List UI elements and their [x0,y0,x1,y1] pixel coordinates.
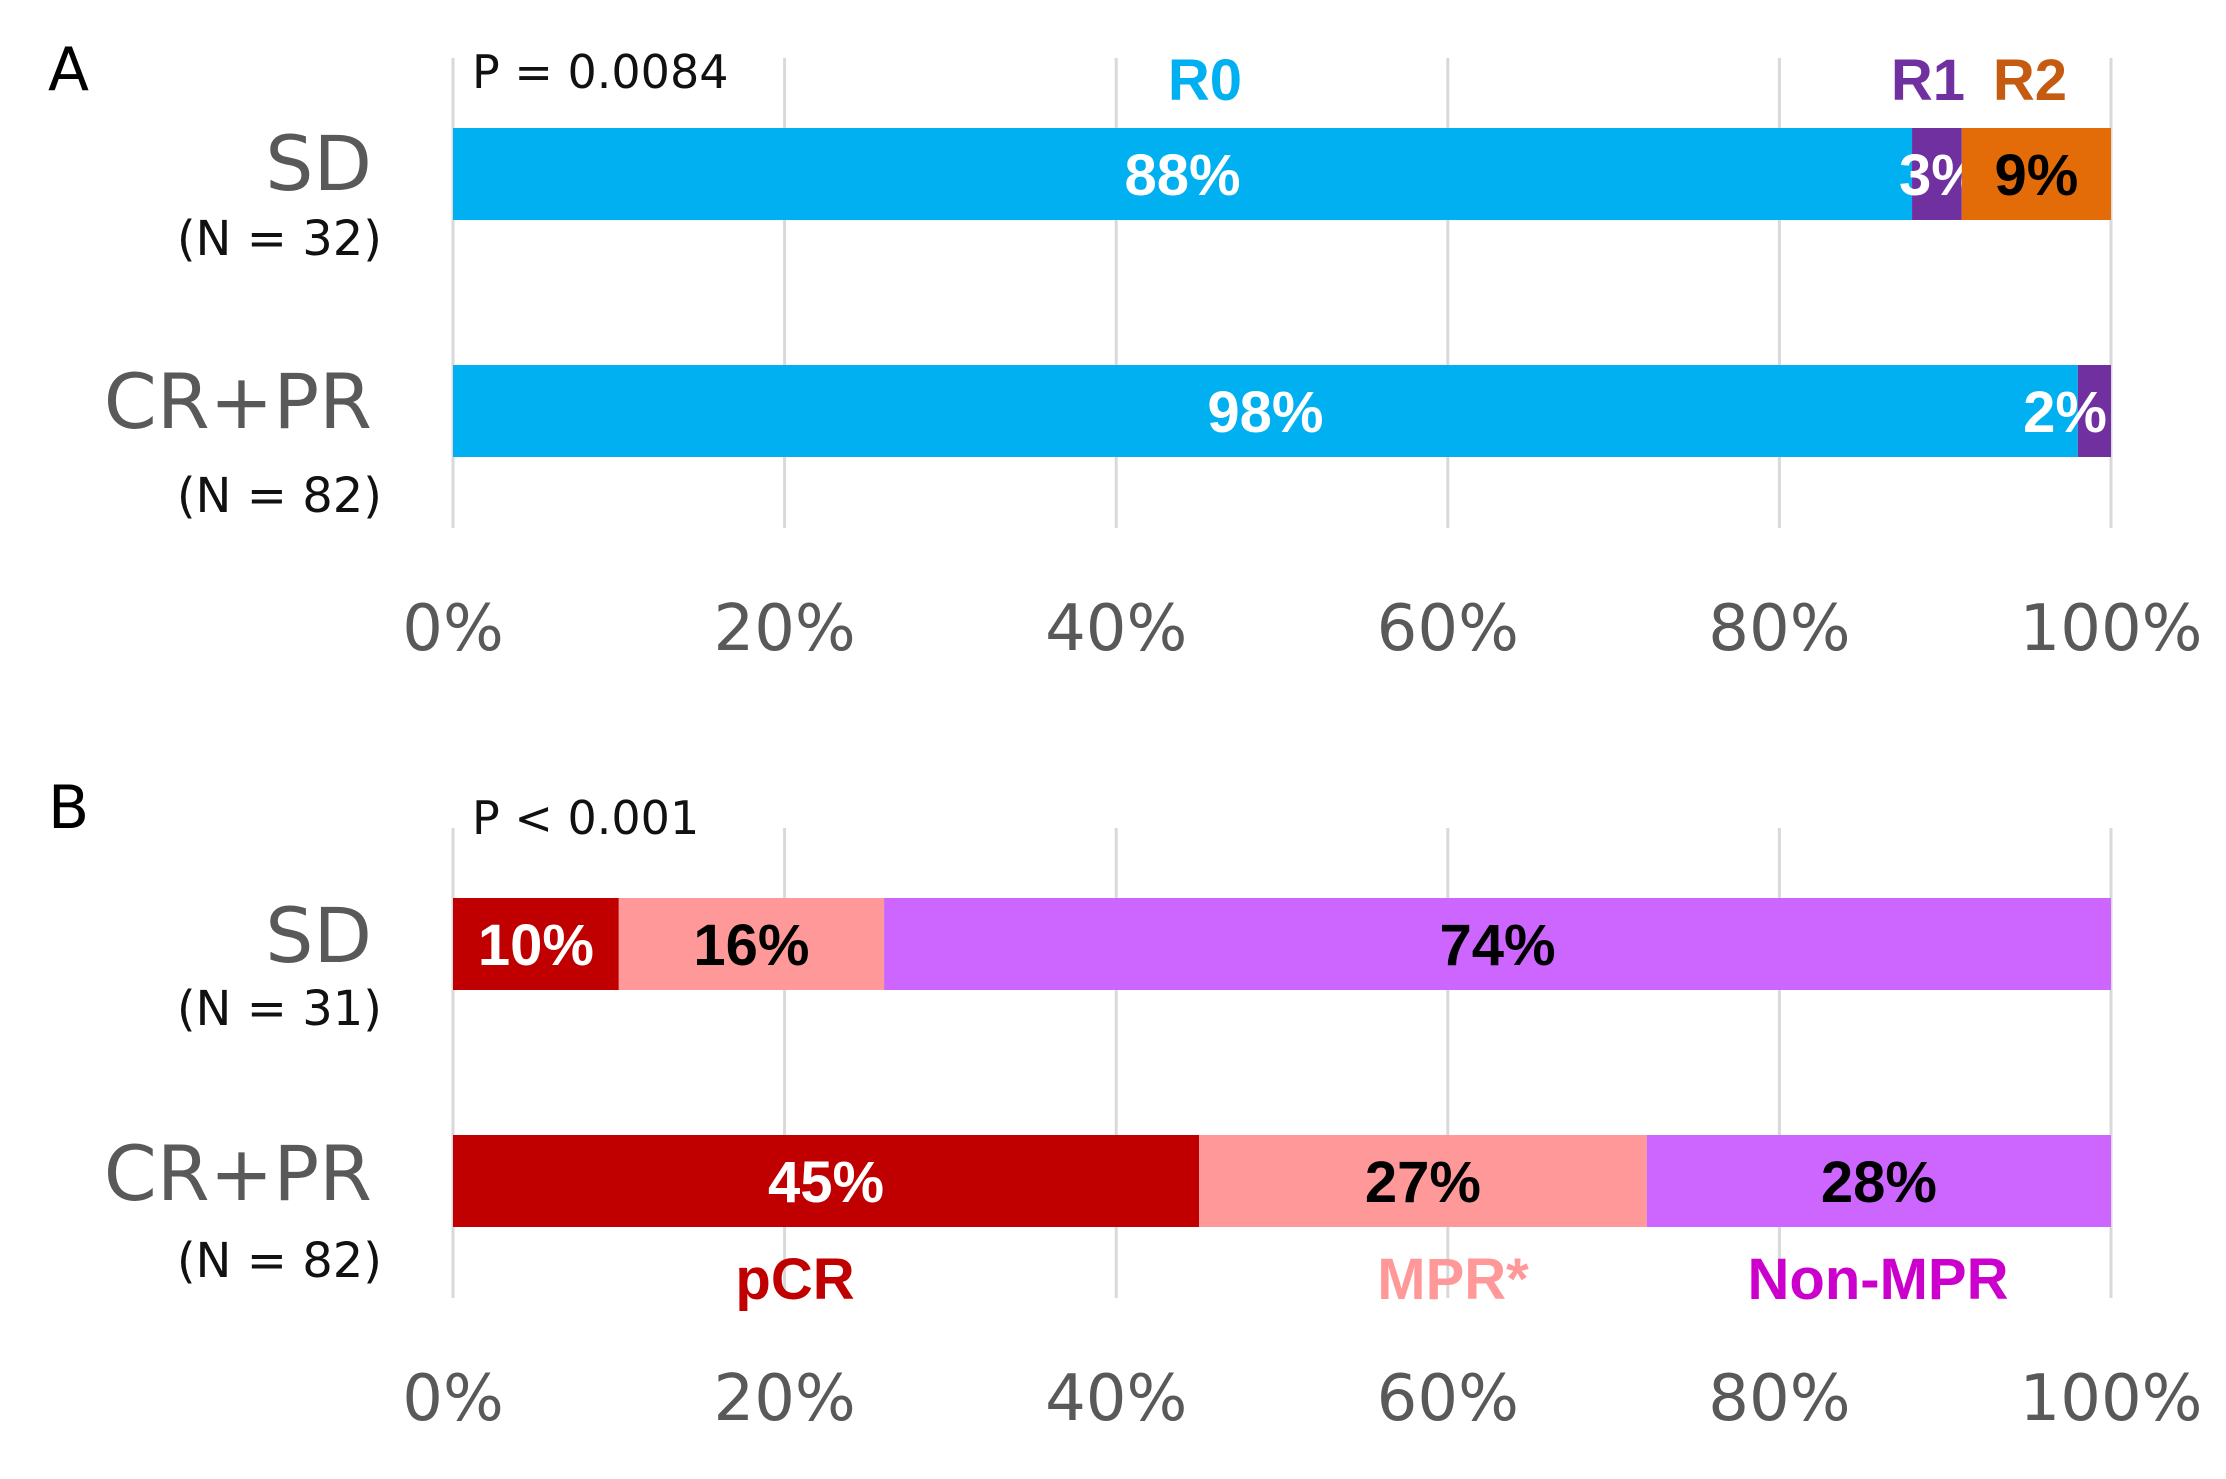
p-value-annotation: P < 0.001 [472,791,699,845]
panel-letter: A [48,35,89,105]
x-tick-label: 20% [713,592,855,666]
series-name-label: MPR* [1377,1247,1529,1312]
category-n-label: (N = 82) [177,468,382,524]
x-tick-label: 80% [1708,592,1850,666]
x-tick-label: 0% [402,1362,504,1436]
x-tick-label: 0% [402,592,504,666]
bar-segment [884,898,2111,990]
data-label: 10% [478,913,594,978]
category-label: CR+PR [104,357,372,446]
bar-segment [618,898,885,990]
bar-segment [453,1135,1200,1227]
category-label: CR+PR [104,1129,372,1218]
data-label: 88% [1124,143,1240,208]
panel-b: B P < 0.001 SD(N = 31) CR+PR (N = 82) 10% 16% 7… [48,773,2202,1436]
category-n-label: (N = 32) [177,211,382,267]
x-tick-label: 100% [2020,592,2203,666]
panel-letter: B [48,773,89,843]
data-label: 9% [1994,143,2078,208]
bar-segment [1199,1135,1647,1227]
x-tick-label: 40% [1045,1362,1187,1436]
x-tick-label: 40% [1045,592,1187,666]
series-name-label: R0 [1168,48,1242,113]
bar-segment [453,128,1913,220]
bar-segment [2077,365,2111,457]
x-tick-label: 60% [1377,1362,1519,1436]
data-label: 2% [2023,380,2107,445]
data-label: 45% [768,1150,884,1215]
x-tick-label: 60% [1377,592,1519,666]
x-tick-label: 80% [1708,1362,1850,1436]
category-label: SD [265,119,372,208]
data-label: 28% [1821,1150,1937,1215]
category-label: SD [265,891,372,980]
category-n-label: (N = 31) [177,981,382,1037]
series-name-label: R2 [1993,48,2067,113]
category-n-label: (N = 82) [177,1233,382,1289]
x-tick-label: 20% [713,1362,855,1436]
series-name-label: Non-MPR [1748,1247,2009,1312]
series-name-label: R1 [1891,48,1965,113]
bar-segment [1912,128,1962,220]
data-label: 74% [1439,913,1555,978]
data-label: 27% [1365,1150,1481,1215]
bar-segment [453,898,619,990]
bar-segment [1961,128,2111,220]
bar-segment [1646,1135,2111,1227]
p-value-annotation: P = 0.0084 [472,45,728,99]
data-label: 98% [1207,380,1323,445]
series-name-label: pCR [735,1247,854,1312]
x-tick-label: 100% [2020,1362,2203,1436]
data-label: 16% [693,913,809,978]
bar-segment [453,365,2078,457]
